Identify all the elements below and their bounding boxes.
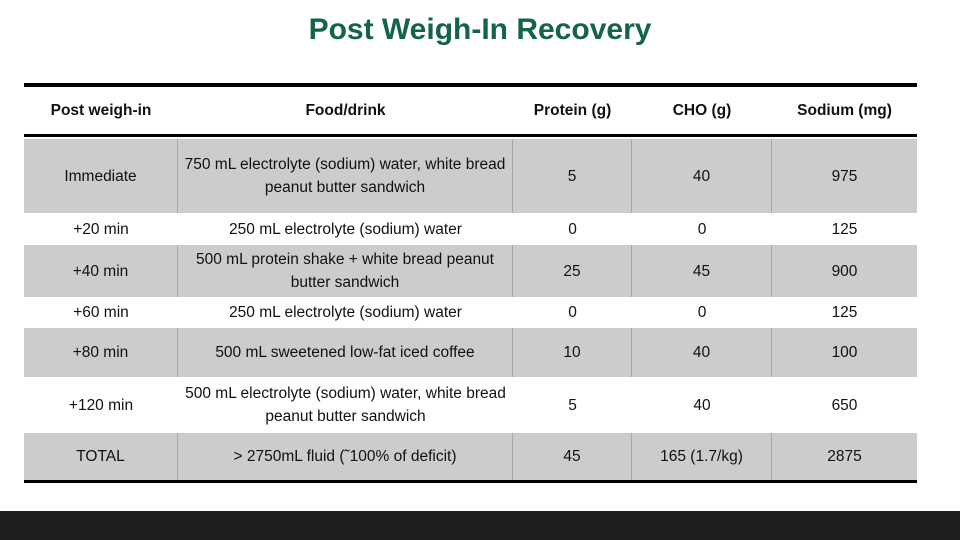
table-row-immediate: Immediate 750 mL electrolyte (sodium) wa… (24, 139, 917, 213)
cell-cho: 0 (697, 220, 707, 238)
column-header-sodium: Sodium (mg) (797, 102, 892, 119)
table-header-divider (24, 134, 917, 137)
table-row-120min: +120 min 500 mL electrolyte (sodium) wat… (24, 380, 917, 430)
cell-protein: 5 (568, 396, 577, 414)
table-row-20min: +20 min 250 mL electrolyte (sodium) wate… (24, 216, 917, 242)
table-bottom-border (24, 480, 917, 483)
table-row-total: TOTAL > 2750mL fluid (˜100% of deficit) … (24, 433, 917, 480)
table-row-40min: +40 min 500 mL protein shake + white bre… (24, 245, 917, 297)
cell-time: +20 min (73, 220, 129, 238)
cell-cho: 0 (697, 304, 707, 321)
cell-time: TOTAL (24, 433, 178, 480)
table-header-row: Post weigh-in Food/drink Protein (g) CHO… (24, 87, 917, 134)
cell-cho: 40 (632, 139, 772, 213)
cell-time: +120 min (68, 396, 134, 414)
column-header-post-weigh-in: Post weigh-in (50, 102, 152, 119)
cell-sodium: 125 (831, 220, 858, 238)
cell-protein: 25 (513, 245, 632, 297)
column-header-cho: CHO (g) (672, 102, 732, 119)
cell-cho: 165 (1.7/kg) (632, 433, 772, 480)
column-header-protein: Protein (g) (533, 102, 612, 119)
cell-sodium: 2875 (772, 433, 917, 480)
cell-cho: 40 (632, 328, 772, 377)
table-top-border (24, 83, 917, 87)
column-header-food-drink: Food/drink (305, 102, 386, 119)
cell-protein: 0 (568, 220, 577, 238)
cell-food: 250 mL electrolyte (sodium) water (229, 304, 462, 321)
footer-bar (0, 511, 960, 540)
cell-cho: 45 (632, 245, 772, 297)
cell-food: > 2750mL fluid (˜100% of deficit) (178, 433, 513, 480)
cell-time: +40 min (24, 245, 178, 297)
cell-time: Immediate (24, 139, 178, 213)
cell-food: 250 mL electrolyte (sodium) water (229, 220, 462, 238)
cell-cho: 40 (693, 396, 711, 414)
cell-sodium: 975 (772, 139, 917, 213)
cell-food: 500 mL electrolyte (sodium) water, white… (185, 385, 506, 425)
cell-sodium: 900 (772, 245, 917, 297)
cell-sodium: 125 (831, 304, 858, 321)
cell-food: 500 mL sweetened low-fat iced coffee (178, 328, 513, 377)
cell-time: +80 min (24, 328, 178, 377)
recovery-table: Post weigh-in Food/drink Protein (g) CHO… (24, 83, 917, 483)
cell-time: +60 min (73, 304, 129, 321)
table-row-60min: +60 min 250 mL electrolyte (sodium) wate… (24, 300, 917, 325)
table-row-80min: +80 min 500 mL sweetened low-fat iced co… (24, 328, 917, 377)
cell-sodium: 100 (772, 328, 917, 377)
cell-sodium: 650 (831, 396, 858, 414)
slide-title: Post Weigh-In Recovery (308, 13, 652, 46)
cell-protein: 0 (568, 304, 577, 321)
cell-food: 500 mL protein shake + white bread peanu… (178, 245, 513, 297)
cell-protein: 45 (513, 433, 632, 480)
cell-protein: 10 (513, 328, 632, 377)
cell-protein: 5 (513, 139, 632, 213)
cell-food: 750 mL electrolyte (sodium) water, white… (178, 139, 513, 213)
